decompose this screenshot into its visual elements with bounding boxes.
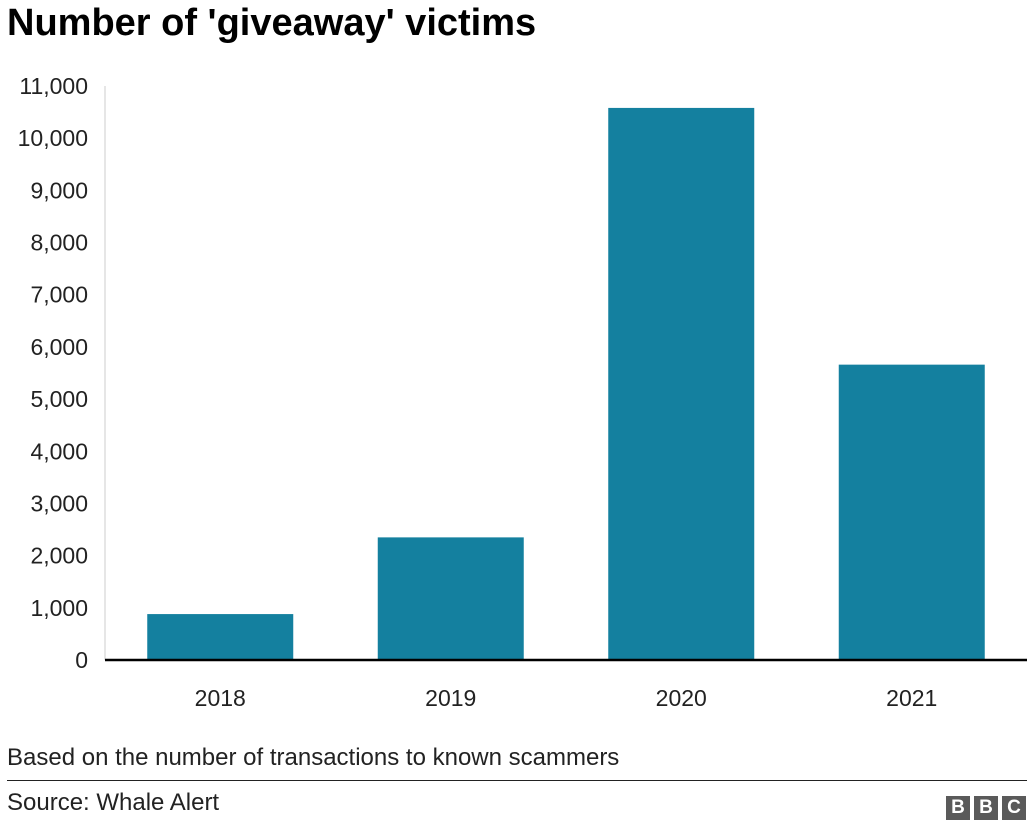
y-tick-label: 4,000 xyxy=(30,438,88,464)
y-tick-label: 0 xyxy=(75,647,88,673)
footer-divider xyxy=(7,780,1027,781)
bbc-logo-letter-3: C xyxy=(1002,796,1026,820)
y-tick-label: 9,000 xyxy=(30,177,88,203)
y-tick-label: 1,000 xyxy=(30,595,88,621)
y-tick-label: 7,000 xyxy=(30,282,88,308)
bar-2020 xyxy=(608,107,755,660)
bbc-logo: B B C xyxy=(946,796,1026,820)
y-tick-label: 10,000 xyxy=(18,125,88,151)
x-tick-label: 2018 xyxy=(195,685,246,711)
bbc-logo-letter-1: B xyxy=(946,796,970,820)
chart-title: Number of 'giveaway' victims xyxy=(7,2,537,44)
y-tick-label: 11,000 xyxy=(19,73,88,99)
x-tick-label: 2019 xyxy=(425,685,476,711)
y-tick-label: 5,000 xyxy=(30,386,88,412)
bbc-logo-letter-2: B xyxy=(974,796,998,820)
bar-2019 xyxy=(377,537,524,660)
y-tick-label: 6,000 xyxy=(30,334,88,360)
y-tick-label: 3,000 xyxy=(30,490,88,516)
bar-chart: 0 1,000 2,000 3,000 4,000 5,000 6,000 7,000 8,00… xyxy=(18,73,1027,711)
bar-2018 xyxy=(147,614,294,660)
y-tick-label: 8,000 xyxy=(30,230,88,256)
bar-2021 xyxy=(838,364,985,660)
chart-note: Based on the number of transactions to k… xyxy=(7,744,620,771)
source-label: Source: Whale Alert xyxy=(7,789,220,816)
y-tick-label: 2,000 xyxy=(30,543,88,569)
x-tick-label: 2020 xyxy=(656,685,707,711)
x-tick-label: 2021 xyxy=(886,685,937,711)
